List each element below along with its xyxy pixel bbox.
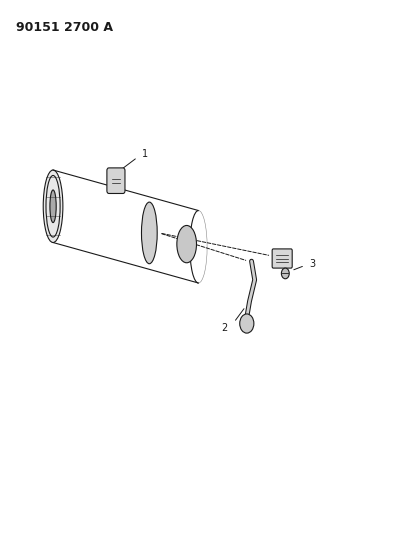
Text: 1: 1 [141,149,148,158]
Ellipse shape [43,170,63,243]
Ellipse shape [177,225,196,263]
Ellipse shape [141,202,157,264]
Text: 3: 3 [309,259,315,269]
Ellipse shape [50,190,56,223]
FancyBboxPatch shape [272,249,292,268]
Text: 2: 2 [222,323,228,333]
Text: 90151 2700 A: 90151 2700 A [16,21,113,34]
FancyBboxPatch shape [107,168,125,193]
Ellipse shape [240,314,254,333]
Ellipse shape [281,268,289,279]
